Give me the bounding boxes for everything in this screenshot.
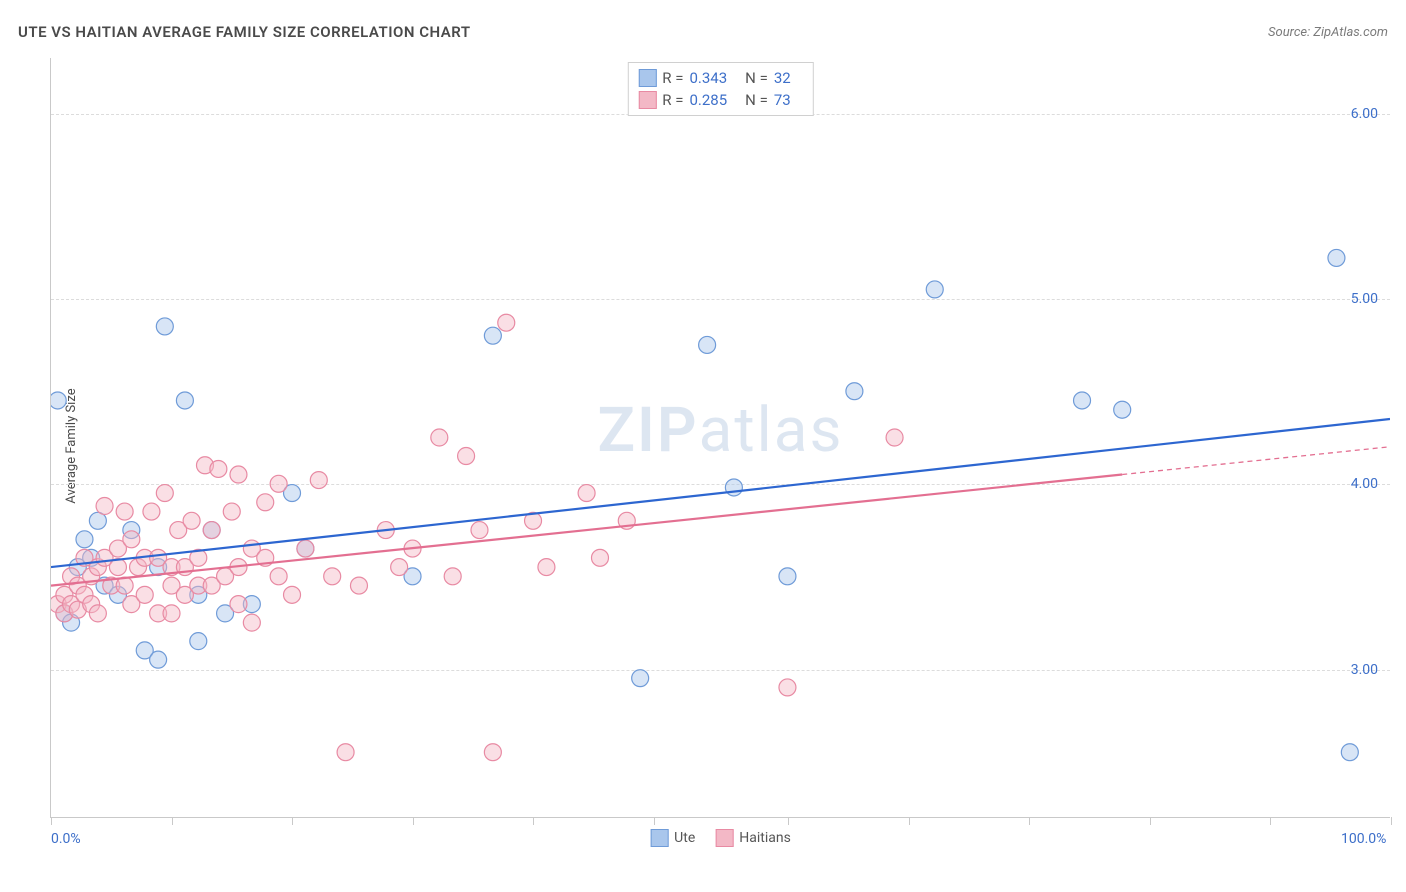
legend-swatch bbox=[638, 91, 656, 109]
x-tick bbox=[788, 817, 789, 825]
scatter-point bbox=[143, 503, 160, 520]
x-tick bbox=[654, 817, 655, 825]
scatter-point bbox=[270, 475, 287, 492]
scatter-point bbox=[210, 460, 227, 477]
scatter-point bbox=[116, 503, 133, 520]
trend-line-extension bbox=[1122, 447, 1390, 475]
scatter-point bbox=[150, 651, 167, 668]
x-tick-label: 0.0% bbox=[51, 831, 81, 847]
chart-area: ZIPatlas R =0.343N =32R =0.285N =73 UteH… bbox=[50, 58, 1390, 818]
legend-row: R = 0.285 N = 73 bbox=[638, 89, 802, 111]
scatter-point bbox=[1328, 249, 1345, 266]
scatter-point bbox=[779, 679, 796, 696]
scatter-point bbox=[391, 559, 408, 576]
legend-series-label: Ute bbox=[674, 830, 695, 846]
scatter-point bbox=[498, 314, 515, 331]
scatter-point bbox=[324, 568, 341, 585]
x-tick bbox=[909, 817, 910, 825]
legend-n-label: N = bbox=[745, 91, 768, 109]
legend-series: Ute Haitians bbox=[650, 829, 791, 847]
x-tick bbox=[1391, 817, 1392, 825]
scatter-point bbox=[886, 429, 903, 446]
legend-r-label: R = bbox=[662, 91, 683, 109]
chart-title: UTE VS HAITIAN AVERAGE FAMILY SIZE CORRE… bbox=[18, 23, 471, 41]
scatter-point bbox=[632, 670, 649, 687]
scatter-point bbox=[538, 559, 555, 576]
legend-series-item: Haitians bbox=[715, 829, 791, 847]
scatter-point bbox=[243, 614, 260, 631]
scatter-point bbox=[96, 498, 113, 515]
scatter-point bbox=[484, 327, 501, 344]
scatter-point bbox=[257, 494, 274, 511]
scatter-point bbox=[1341, 744, 1358, 761]
scatter-point bbox=[310, 472, 327, 489]
scatter-point bbox=[89, 605, 106, 622]
legend-series-label: Haitians bbox=[739, 830, 791, 846]
scatter-point bbox=[1074, 392, 1091, 409]
legend-r-value: 0.285 bbox=[689, 91, 727, 109]
scatter-plot bbox=[51, 58, 1390, 817]
scatter-point bbox=[51, 392, 66, 409]
scatter-point bbox=[230, 466, 247, 483]
scatter-point bbox=[431, 429, 448, 446]
scatter-point bbox=[337, 744, 354, 761]
legend-correlation: R = 0.343 N = 32 R = 0.285 N = 73 bbox=[627, 62, 813, 116]
scatter-point bbox=[484, 744, 501, 761]
x-tick bbox=[292, 817, 293, 825]
legend-r-value: 0.343 bbox=[689, 69, 727, 87]
scatter-point bbox=[76, 531, 93, 548]
legend-n-value: 73 bbox=[774, 91, 791, 109]
legend-swatch bbox=[715, 829, 733, 847]
trend-line bbox=[51, 419, 1390, 567]
legend-series-item: Ute bbox=[650, 829, 695, 847]
scatter-point bbox=[176, 392, 193, 409]
x-tick bbox=[1270, 817, 1271, 825]
legend-n-label: N = bbox=[745, 69, 768, 87]
x-tick bbox=[413, 817, 414, 825]
legend-n-value: 32 bbox=[774, 69, 791, 87]
scatter-point bbox=[444, 568, 461, 585]
scatter-point bbox=[578, 485, 595, 502]
scatter-point bbox=[223, 503, 240, 520]
scatter-point bbox=[156, 318, 173, 335]
scatter-point bbox=[230, 596, 247, 613]
x-tick-label: 100.0% bbox=[1341, 831, 1386, 847]
legend-swatch bbox=[638, 69, 656, 87]
x-tick bbox=[1150, 817, 1151, 825]
scatter-point bbox=[203, 522, 220, 539]
legend-row: R = 0.343 N = 32 bbox=[638, 67, 802, 89]
scatter-point bbox=[779, 568, 796, 585]
scatter-point bbox=[350, 577, 367, 594]
scatter-point bbox=[846, 383, 863, 400]
scatter-point bbox=[725, 479, 742, 496]
scatter-point bbox=[136, 586, 153, 603]
scatter-point bbox=[284, 586, 301, 603]
x-tick bbox=[51, 817, 52, 825]
scatter-point bbox=[156, 485, 173, 502]
scatter-point bbox=[591, 549, 608, 566]
scatter-point bbox=[926, 281, 943, 298]
x-tick bbox=[172, 817, 173, 825]
scatter-point bbox=[270, 568, 287, 585]
legend-swatch bbox=[650, 829, 668, 847]
scatter-point bbox=[458, 448, 475, 465]
legend-r-label: R = bbox=[662, 69, 683, 87]
scatter-point bbox=[190, 633, 207, 650]
scatter-point bbox=[183, 512, 200, 529]
scatter-point bbox=[297, 540, 314, 557]
scatter-point bbox=[1114, 401, 1131, 418]
scatter-point bbox=[163, 605, 180, 622]
scatter-point bbox=[699, 336, 716, 353]
x-tick bbox=[533, 817, 534, 825]
scatter-point bbox=[123, 531, 140, 548]
chart-source: Source: ZipAtlas.com bbox=[1268, 25, 1388, 40]
x-tick bbox=[1029, 817, 1030, 825]
scatter-point bbox=[471, 522, 488, 539]
